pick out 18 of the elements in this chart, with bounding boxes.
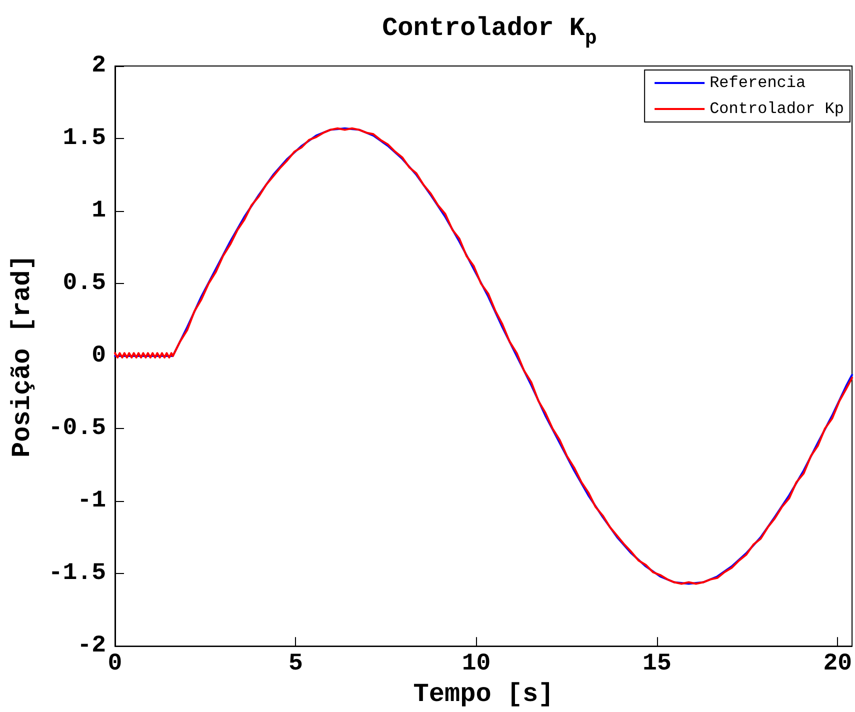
x-tick-label: 20 bbox=[823, 650, 852, 678]
legend-label: Controlador Kp bbox=[710, 100, 844, 118]
x-tick-label: 5 bbox=[288, 650, 303, 678]
y-tick-label: 0 bbox=[92, 342, 106, 370]
y-tick-label: 1.5 bbox=[62, 125, 106, 152]
y-tick-label: -1 bbox=[77, 488, 106, 515]
y-axis-title: Posição [rad] bbox=[7, 254, 37, 458]
y-tick-label: -0.5 bbox=[48, 415, 106, 442]
y-tick-label: 2 bbox=[92, 52, 106, 80]
x-tick-label: 10 bbox=[462, 650, 491, 678]
legend-label: Referencia bbox=[710, 74, 806, 92]
y-tick-label: 0.5 bbox=[62, 270, 106, 298]
x-axis-title: Tempo [s] bbox=[413, 679, 554, 709]
x-tick-label: 15 bbox=[642, 650, 672, 678]
y-tick-label: -2 bbox=[77, 632, 106, 660]
line-series bbox=[114, 127, 854, 585]
y-tick-label: -1.5 bbox=[48, 560, 106, 588]
y-tick-label: 1 bbox=[92, 198, 106, 225]
